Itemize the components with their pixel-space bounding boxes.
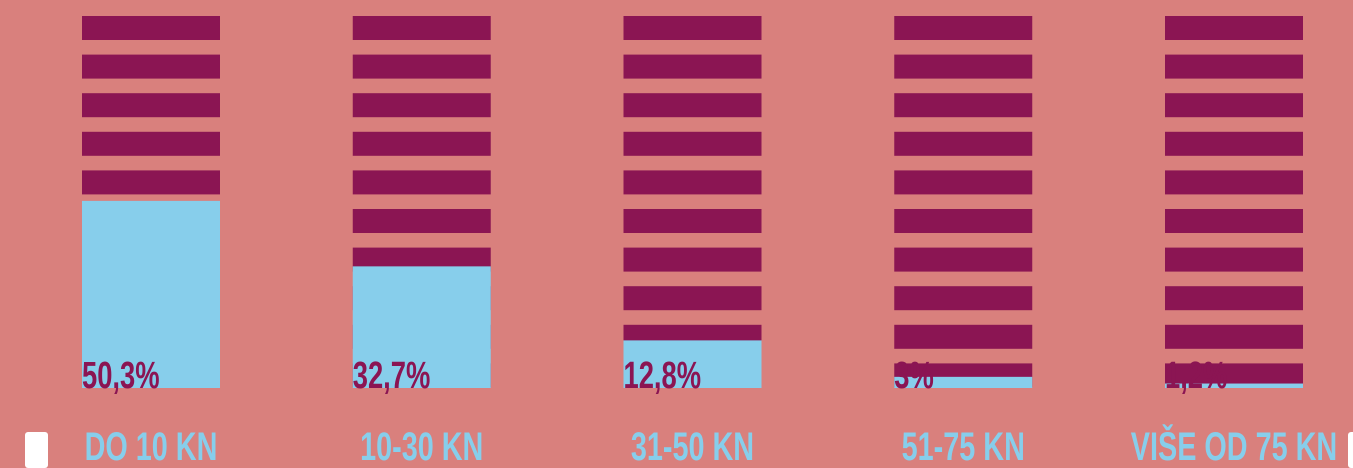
bar <box>1165 383 1303 388</box>
stripe <box>1165 209 1303 233</box>
value-label: 32,7% <box>353 355 431 397</box>
stripe <box>1165 363 1303 388</box>
stripe <box>352 170 491 195</box>
decoration <box>25 432 48 468</box>
stripe <box>352 16 491 40</box>
stripe <box>623 54 762 79</box>
bar <box>352 266 491 388</box>
stripe <box>82 131 220 156</box>
stripe <box>82 16 220 40</box>
bar <box>894 376 1033 388</box>
stripe <box>1165 131 1303 156</box>
stripe <box>894 16 1033 40</box>
stripe <box>894 209 1033 233</box>
stripe <box>623 286 762 311</box>
stripe <box>1165 16 1303 40</box>
decoration <box>1348 432 1353 468</box>
stripe <box>623 131 762 156</box>
stripe <box>352 93 491 118</box>
stripe <box>1165 324 1303 349</box>
value-label: 1,2% <box>1165 355 1227 397</box>
stripe <box>1165 54 1303 79</box>
stripe <box>1165 247 1303 272</box>
stripe <box>623 16 762 40</box>
stripe <box>623 247 762 272</box>
value-label: 12,8% <box>624 355 702 397</box>
stripe <box>623 209 762 233</box>
stripe <box>352 209 491 233</box>
stripe <box>82 170 220 195</box>
stripe <box>623 170 762 195</box>
value-label: 50,3% <box>82 355 160 397</box>
stripe <box>894 286 1033 311</box>
value-label: 3% <box>894 355 934 397</box>
stripe <box>82 93 220 118</box>
stripe <box>894 131 1033 156</box>
stripe <box>1165 286 1303 311</box>
category-label: 31-50 KN <box>631 424 754 468</box>
bar <box>623 340 762 388</box>
bar <box>82 200 220 388</box>
stripe <box>894 324 1033 349</box>
stripe <box>894 93 1033 118</box>
category-label: 10-30 KN <box>360 424 483 468</box>
stripe <box>1165 170 1303 195</box>
stripe <box>82 54 220 79</box>
stripe <box>352 131 491 156</box>
stripe <box>894 170 1033 195</box>
category-label: 51-75 KN <box>902 424 1025 468</box>
stripe <box>894 54 1033 79</box>
stripe <box>1165 93 1303 118</box>
category-label: VIŠE OD 75 KN <box>1131 423 1337 468</box>
stripe <box>623 93 762 118</box>
stripe <box>352 54 491 79</box>
category-label: DO 10 KN <box>85 424 218 468</box>
stripe <box>894 247 1033 272</box>
